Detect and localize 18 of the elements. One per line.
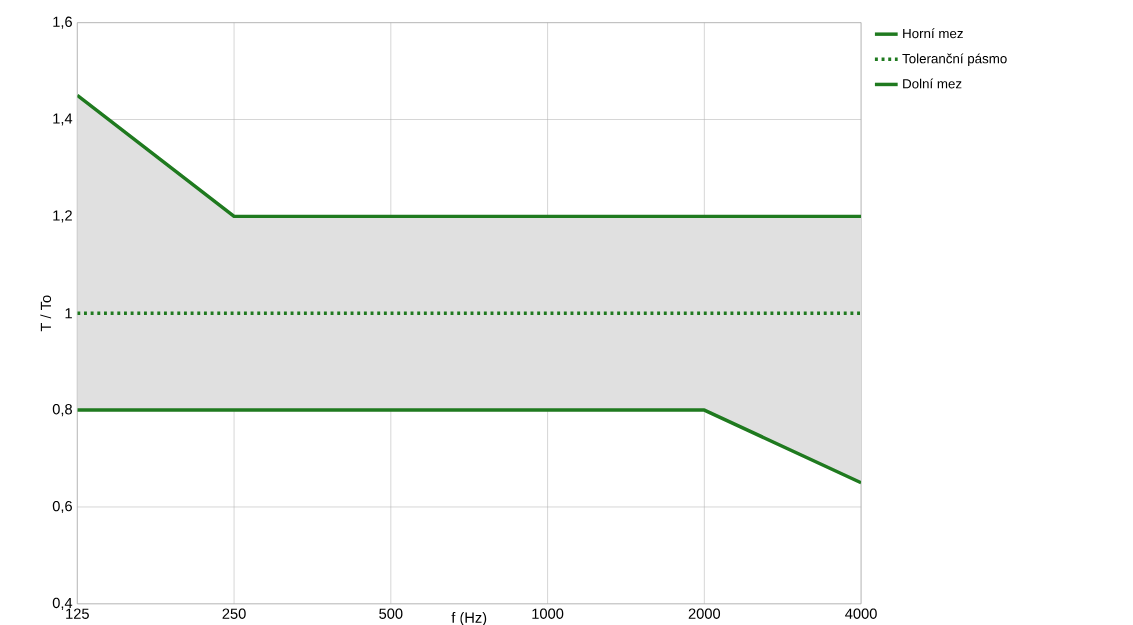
y-tick-label: 1,6 — [53, 16, 72, 29]
y-tick-label: 0,4 — [52, 597, 73, 610]
x-axis-title: f (Hz) — [451, 612, 487, 625]
legend-label: Dolní mez — [903, 78, 962, 89]
legend-label: Toleranční pásmo — [902, 53, 1007, 66]
x-tick-label: 125 — [66, 608, 89, 619]
x-tick-label: 250 — [222, 608, 246, 619]
x-tick-label: 4000 — [845, 608, 877, 619]
y-tick-label: 0,8 — [52, 403, 72, 417]
y-tick-label: 1,2 — [53, 210, 72, 223]
x-tick-label: 500 — [379, 608, 403, 619]
x-tick-label: 1000 — [532, 608, 564, 619]
y-tick-label: 1,4 — [53, 113, 73, 126]
x-tick-label: 2000 — [688, 608, 721, 619]
y-axis-title: T / To — [40, 295, 52, 332]
legend-label: Horní mez — [903, 28, 963, 39]
y-tick-label: 1 — [65, 308, 72, 319]
y-tick-label: 0,6 — [52, 500, 72, 513]
